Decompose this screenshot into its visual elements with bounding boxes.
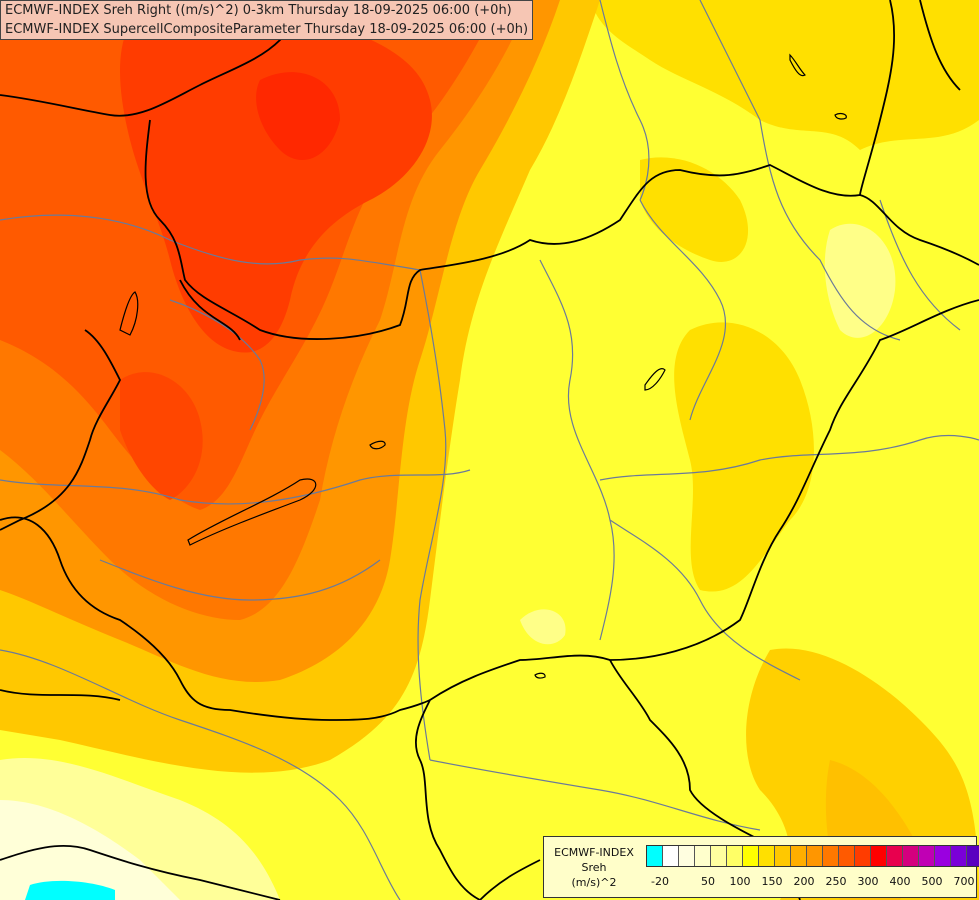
legend-swatch — [823, 846, 839, 866]
legend-swatch — [679, 846, 695, 866]
color-legend: ECMWF-INDEX Sreh (m/s)^2 -20 50 100 150 200 2… — [543, 836, 979, 898]
legend-swatch — [759, 846, 775, 866]
legend-tick-label: 50 — [701, 875, 715, 888]
legend-swatch — [871, 846, 887, 866]
legend-tick-label: 150 — [761, 875, 783, 888]
gold-zone — [674, 322, 814, 592]
map-title-line-2: ECMWF-INDEX SupercellCompositeParameter … — [5, 22, 529, 37]
red-zone — [120, 372, 203, 500]
legend-swatch — [791, 846, 807, 866]
map-title-box: ECMWF-INDEX Sreh Right ((m/s)^2) 0-3km T… — [0, 0, 534, 40]
legend-swatch — [967, 846, 979, 866]
legend-variable: Sreh — [581, 861, 607, 874]
legend-label: ECMWF-INDEX Sreh (m/s)^2 — [546, 845, 642, 890]
legend-swatch — [743, 846, 759, 866]
legend-swatch — [711, 846, 727, 866]
legend-tick-label: -20 — [651, 875, 669, 888]
legend-swatch — [807, 846, 823, 866]
map-title-line-1: ECMWF-INDEX Sreh Right ((m/s)^2) 0-3km T… — [5, 3, 512, 18]
legend-swatch — [919, 846, 935, 866]
legend-tick-label: 400 — [889, 875, 911, 888]
legend-swatch — [663, 846, 679, 866]
legend-swatch — [855, 846, 871, 866]
legend-swatch — [839, 846, 855, 866]
lakes — [119, 53, 847, 679]
legend-swatch — [887, 846, 903, 866]
legend-tick-label: 200 — [793, 875, 815, 888]
legend-tick-label: 250 — [825, 875, 847, 888]
gold-zone — [640, 157, 749, 262]
light-yellow-zone — [520, 609, 566, 645]
cyan-zone — [25, 880, 115, 900]
legend-source: ECMWF-INDEX — [554, 846, 634, 859]
legend-swatch — [695, 846, 711, 866]
legend-tick-label: 300 — [857, 875, 879, 888]
legend-swatch — [935, 846, 951, 866]
legend-tick-label: 500 — [921, 875, 943, 888]
legend-swatch — [903, 846, 919, 866]
legend-unit: (m/s)^2 — [571, 876, 617, 889]
red-zone — [256, 72, 340, 160]
legend-swatch — [775, 846, 791, 866]
legend-tick-label: 100 — [729, 875, 751, 888]
legend-swatches — [646, 845, 979, 867]
legend-swatch — [951, 846, 967, 866]
legend-swatch — [647, 846, 663, 866]
light-yellow-zone — [824, 223, 896, 338]
legend-tick-label: 700 — [953, 875, 975, 888]
legend-swatch — [727, 846, 743, 866]
red-zone — [120, 3, 432, 353]
